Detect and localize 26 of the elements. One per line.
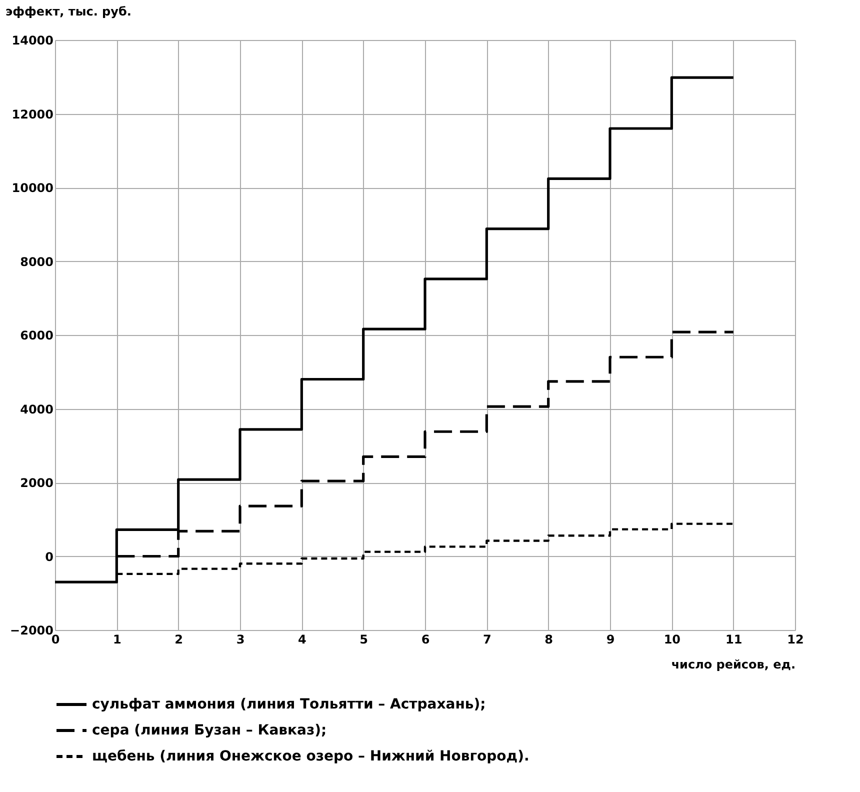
x-tick-label: 4 (298, 632, 306, 646)
y-tick-label: 14000 (12, 34, 54, 48)
legend-label: сера (линия Бузан – Кавказ); (92, 722, 327, 738)
x-tick-label: 10 (664, 632, 681, 646)
x-axis-title: число рейсов, ед. (671, 658, 796, 672)
x-tick-label: 9 (606, 632, 615, 646)
legend-label: сульфат аммония (линия Тольятти – Астрахань); (92, 696, 486, 712)
y-tick-label: 6000 (20, 328, 54, 342)
y-axis-title: эффект, тыс. руб. (6, 4, 132, 18)
x-tick-label: 11 (725, 632, 742, 646)
x-tick-label: 3 (236, 632, 245, 646)
x-tick-label: 7 (482, 632, 492, 646)
y-tick-label: 10000 (12, 181, 54, 195)
x-tick-label: 2 (174, 632, 184, 646)
y-tick-label: 8000 (20, 254, 54, 269)
y-tick-label: 12000 (12, 107, 54, 122)
y-tick-label: −2000 (10, 624, 54, 638)
x-tick-label: 5 (360, 632, 368, 646)
y-tick-label: 4000 (20, 402, 54, 416)
legend-label: щебень (линия Онежское озеро – Нижний Новгород). (92, 748, 530, 764)
y-tick-label: 0 (45, 550, 54, 564)
x-tick-label: 12 (787, 632, 804, 646)
x-tick-label: 6 (421, 632, 430, 646)
x-tick-label: 8 (544, 632, 554, 646)
y-tick-label: 2000 (20, 476, 54, 490)
x-tick-label: 1 (112, 632, 122, 646)
